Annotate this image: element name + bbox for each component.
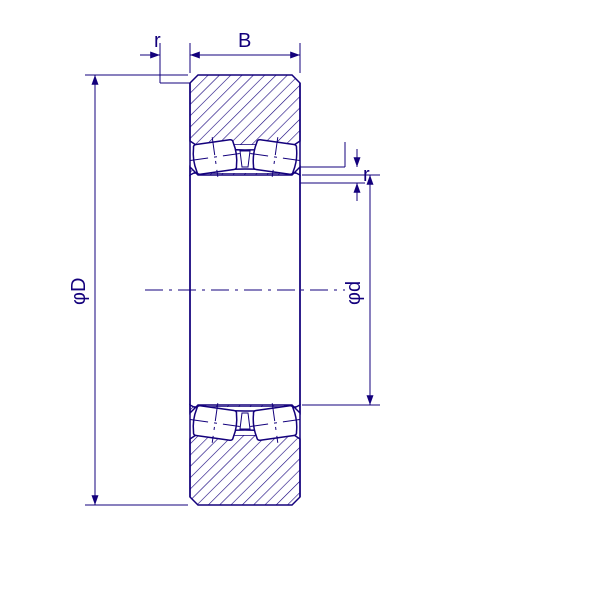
label-phid: φd <box>343 281 365 305</box>
cage <box>240 151 250 167</box>
bearing-cross-section-diagram: BrrφDφd <box>0 0 600 600</box>
label-phiD: φD <box>68 278 90 305</box>
label-B: B <box>238 30 251 52</box>
cage <box>240 413 250 429</box>
label-r-top: r <box>154 30 161 52</box>
